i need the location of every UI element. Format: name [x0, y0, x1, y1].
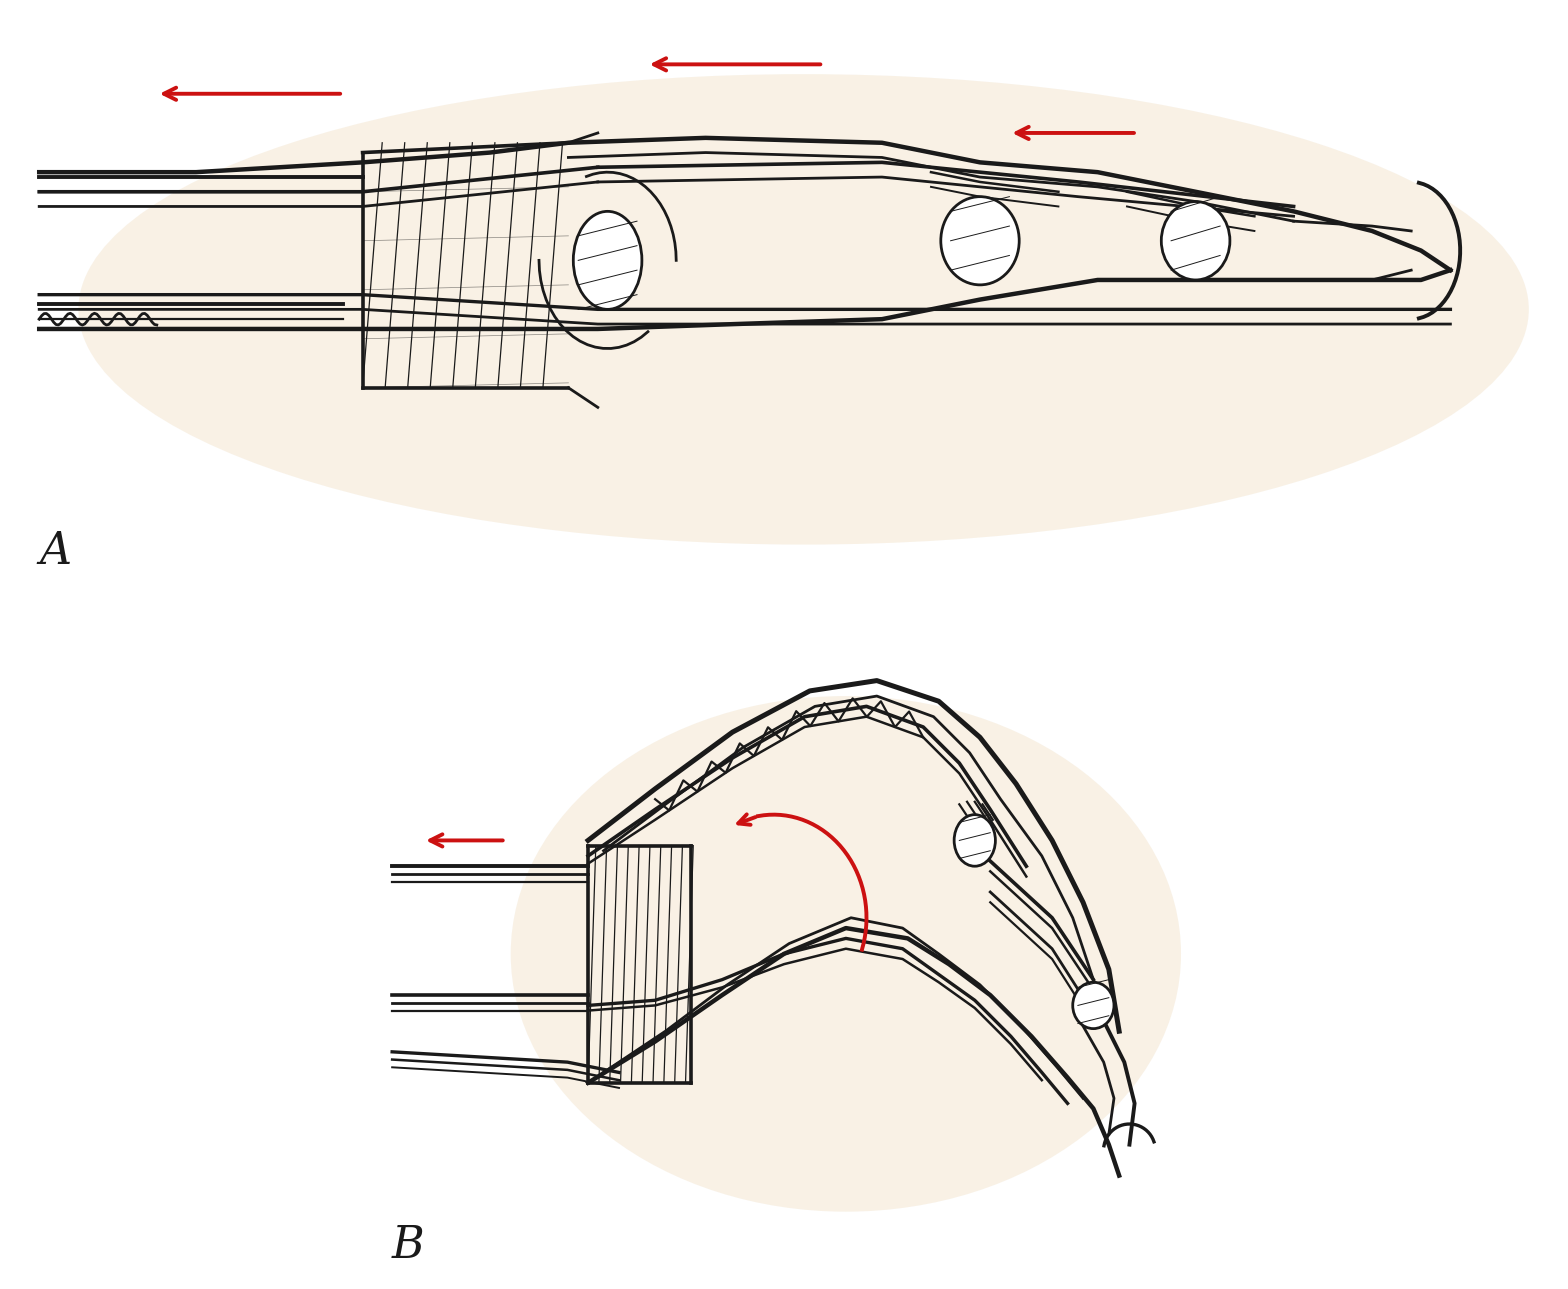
Ellipse shape — [6, 50, 1568, 568]
Ellipse shape — [941, 197, 1019, 285]
Ellipse shape — [470, 665, 1221, 1243]
Ellipse shape — [78, 75, 1529, 544]
Ellipse shape — [444, 644, 1248, 1263]
Ellipse shape — [574, 211, 641, 309]
Ellipse shape — [955, 815, 996, 866]
Ellipse shape — [0, 32, 1568, 586]
Ellipse shape — [42, 62, 1565, 557]
Ellipse shape — [511, 696, 1181, 1212]
Text: B: B — [392, 1223, 425, 1267]
Ellipse shape — [491, 681, 1201, 1227]
Ellipse shape — [1073, 982, 1113, 1029]
Ellipse shape — [1162, 201, 1229, 280]
Text: A: A — [39, 530, 71, 574]
